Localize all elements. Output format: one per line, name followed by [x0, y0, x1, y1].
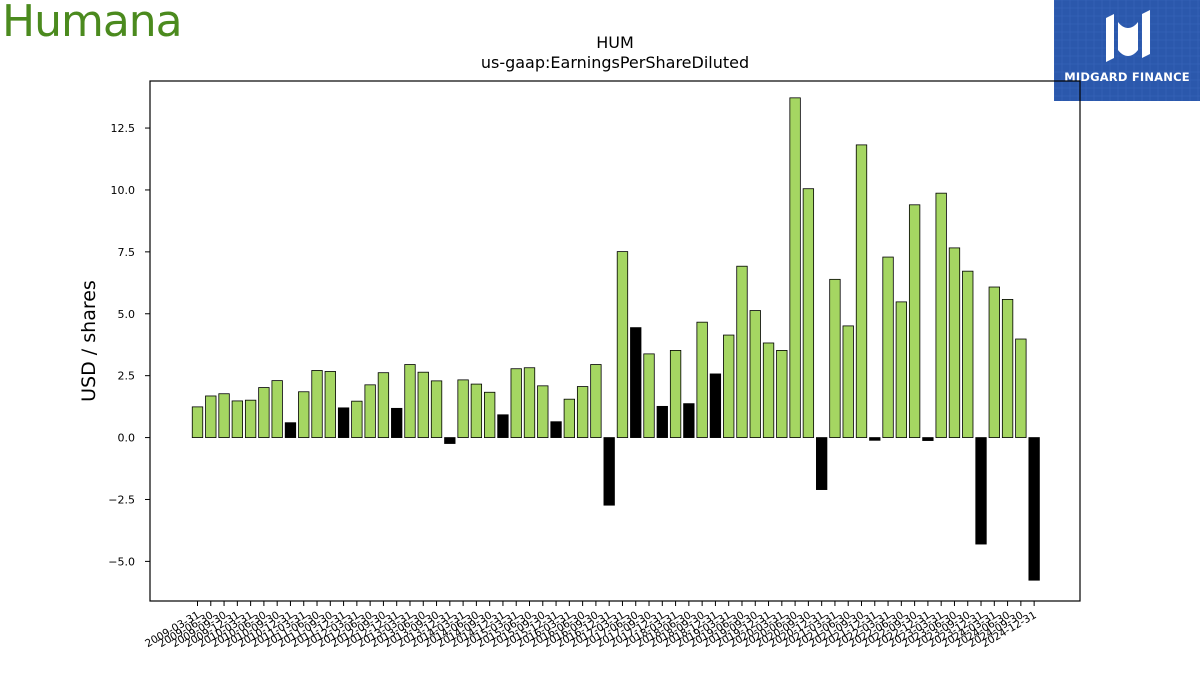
bar [948, 247, 961, 438]
bar [616, 251, 629, 438]
bar [882, 256, 894, 438]
bar [855, 144, 868, 438]
bar [776, 350, 788, 438]
y-axis-label: USD / shares [78, 280, 100, 402]
midgard-finance-badge: MIDGARD FINANCE [1054, 0, 1200, 101]
bar [563, 398, 575, 438]
bar [311, 370, 323, 438]
bar [351, 400, 363, 438]
bar [391, 407, 403, 438]
bar [258, 387, 270, 438]
bar [988, 286, 1000, 438]
bar [962, 270, 974, 438]
bar [736, 265, 748, 438]
bar [497, 414, 509, 438]
y-tick-label: −2.5 [108, 493, 135, 506]
bar [470, 383, 483, 438]
bar [829, 278, 841, 438]
bar [802, 188, 815, 438]
bar [683, 403, 695, 438]
y-tick-label: 7.5 [118, 246, 136, 259]
y-tick-label: 0.0 [118, 432, 136, 445]
y-axis: −5.0 −2.5 0.0 2.5 5.0 7.5 10.0 12.5 [108, 122, 150, 568]
bar [231, 400, 243, 438]
bar [723, 334, 735, 438]
bar [749, 310, 761, 438]
midgard-mark-icon [1106, 10, 1150, 62]
x-axis: 2009-03-312009-06-302009-09-302009-12-31… [143, 601, 1039, 650]
bar [404, 364, 416, 438]
bar [630, 327, 642, 438]
bar [1001, 298, 1014, 438]
bar [603, 437, 615, 506]
bar [656, 405, 668, 438]
chart-title: HUM [596, 33, 634, 52]
chart-subtitle: us-gaap:EarningsPerShareDiluted [481, 53, 749, 72]
bar [484, 391, 496, 438]
bar [1015, 338, 1027, 438]
bar [205, 395, 217, 438]
bar [218, 393, 230, 438]
bar [284, 422, 297, 438]
bar [271, 380, 283, 438]
bar [908, 204, 921, 438]
bar [762, 342, 775, 438]
bar [244, 399, 257, 438]
bar [457, 379, 469, 438]
bar [537, 385, 549, 438]
bar [643, 353, 655, 438]
y-tick-label: 5.0 [118, 308, 136, 321]
bar [510, 368, 522, 438]
bar [298, 391, 310, 438]
y-tick-label: 2.5 [118, 370, 136, 383]
bar [191, 406, 204, 438]
y-tick-label: −5.0 [108, 555, 135, 568]
bar [337, 407, 350, 438]
bar [523, 367, 536, 438]
bar [590, 364, 602, 438]
bar [869, 437, 881, 441]
bar [430, 380, 443, 438]
bar [444, 437, 456, 444]
bar [377, 372, 390, 438]
plot-frame [149, 80, 1081, 602]
bar [1028, 437, 1040, 581]
bar [324, 371, 336, 438]
bar [895, 301, 907, 438]
bar [935, 192, 947, 438]
bar [922, 437, 934, 441]
bar [576, 386, 589, 438]
y-tick-label: 10.0 [111, 184, 136, 197]
humana-logo: Humana [2, 0, 183, 47]
bar [364, 384, 376, 438]
bar [669, 350, 682, 438]
midgard-finance-label: MIDGARD FINANCE [1064, 70, 1190, 84]
bar [417, 371, 429, 438]
bar [550, 421, 562, 438]
bar [816, 437, 828, 490]
y-tick-label: 12.5 [111, 122, 136, 135]
bar [842, 325, 854, 438]
bar [709, 373, 722, 438]
bar [696, 321, 708, 438]
bars-layer [191, 97, 1040, 581]
bar [789, 97, 801, 438]
bar [975, 437, 987, 545]
